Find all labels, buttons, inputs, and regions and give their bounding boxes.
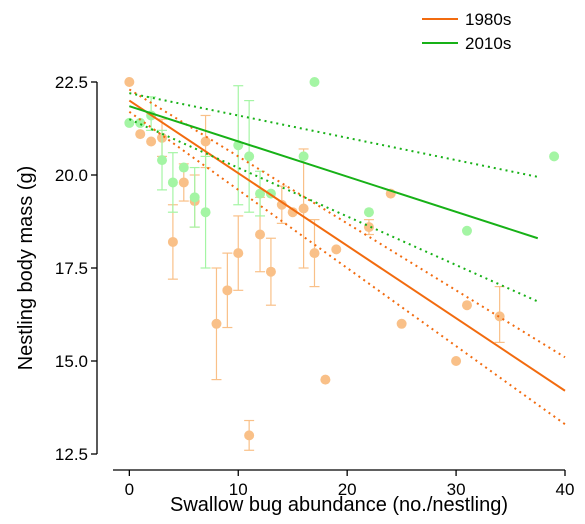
- ci-lower-line: [128, 118, 539, 303]
- data-point: [211, 318, 222, 329]
- data-point: [255, 188, 266, 199]
- data-point: [309, 248, 320, 259]
- data-point: [233, 248, 244, 259]
- y-tick-label: 15.0: [55, 352, 88, 371]
- data-point: [494, 311, 505, 322]
- data-point: [396, 318, 407, 329]
- data-point: [265, 266, 276, 277]
- data-point: [363, 207, 374, 218]
- data-point: [124, 77, 135, 87]
- data-point: [461, 225, 472, 236]
- data-point: [276, 199, 287, 210]
- x-tick-label: 20: [338, 480, 357, 499]
- data-point: [167, 236, 178, 247]
- data-point: [200, 207, 211, 218]
- x-ticks: 0 10 20 30 40: [125, 470, 575, 499]
- data-point: [244, 151, 255, 162]
- data-point: [320, 374, 331, 385]
- data-point: [200, 136, 211, 147]
- x-tick-label: 10: [229, 480, 248, 499]
- data-point: [287, 207, 298, 218]
- ci-lower-line: [128, 110, 566, 426]
- series-1980s-points: [124, 77, 505, 451]
- x-tick-label: 30: [447, 480, 466, 499]
- legend-label-2010s: 2010s: [465, 34, 511, 53]
- data-point: [461, 300, 472, 311]
- data-point: [255, 229, 266, 240]
- axes: [96, 82, 565, 471]
- series-2010s-fit: [128, 92, 539, 303]
- series-1980s-fit: [128, 88, 566, 426]
- y-tick-label: 20.0: [55, 166, 88, 185]
- data-point: [222, 285, 233, 296]
- y-ticks: 12.5 15.0 17.5 20.0 22.5: [55, 73, 97, 464]
- data-point: [135, 129, 146, 140]
- data-point: [124, 117, 135, 128]
- data-point: [178, 177, 189, 188]
- data-point: [157, 155, 168, 166]
- fit-line: [128, 99, 566, 392]
- x-axis-label: Swallow bug abundance (no./nestling): [170, 494, 508, 516]
- x-tick-label: 40: [556, 480, 575, 499]
- y-tick-label: 17.5: [55, 259, 88, 278]
- x-tick-label: 0: [125, 480, 134, 499]
- legend: 1980s 2010s: [422, 10, 511, 53]
- data-point: [189, 192, 200, 203]
- y-tick-label: 22.5: [55, 73, 88, 92]
- fit-line: [129, 105, 539, 240]
- data-point: [549, 151, 560, 162]
- ci-upper-line: [128, 88, 566, 359]
- data-point: [178, 162, 189, 173]
- data-point: [298, 203, 309, 214]
- legend-label-1980s: 1980s: [465, 10, 511, 29]
- data-point: [309, 77, 320, 87]
- y-tick-label: 12.5: [55, 445, 88, 464]
- plot-area: [124, 77, 566, 451]
- data-point: [298, 151, 309, 162]
- data-point: [135, 117, 146, 128]
- data-point: [167, 177, 178, 188]
- ci-upper-line: [129, 92, 538, 178]
- data-point: [451, 356, 462, 366]
- y-axis-label: Nestling body mass (g): [15, 166, 37, 371]
- data-point: [244, 430, 255, 441]
- data-point: [331, 244, 342, 255]
- data-point: [146, 136, 157, 147]
